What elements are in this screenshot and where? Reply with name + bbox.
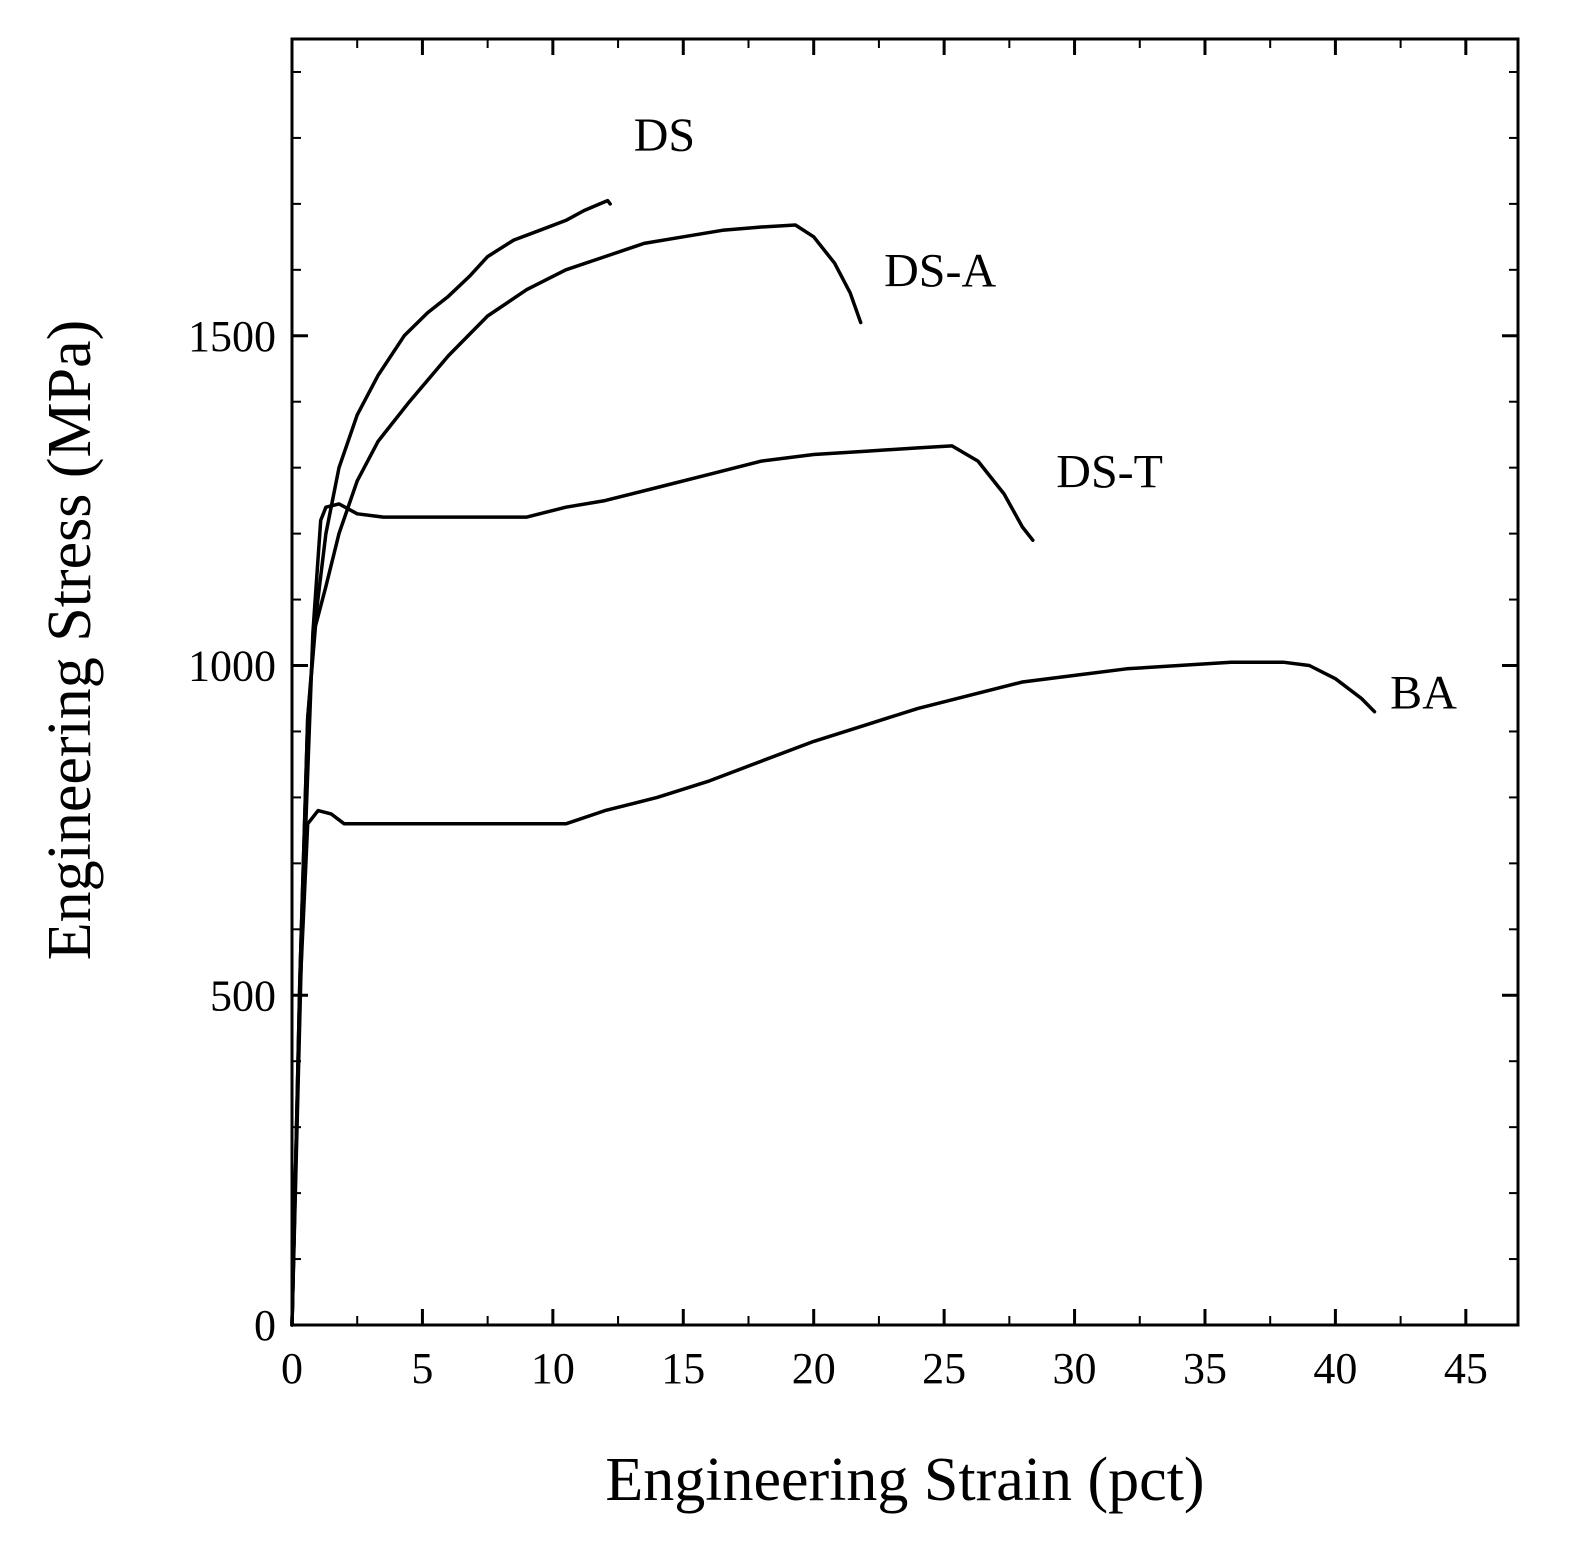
minor-ticks	[292, 39, 1518, 1325]
series-line-ds	[290, 198, 612, 1327]
x-tick-label: 25	[922, 1344, 966, 1393]
curve-label-ds-t: DS-T	[1056, 445, 1163, 498]
series-line-ba	[290, 660, 1377, 1327]
curve-labels: DS DS-A DS-T BA	[634, 109, 1457, 719]
plot-frame	[290, 37, 1520, 1327]
curve-label-ds: DS	[634, 109, 695, 162]
x-tick-label: 15	[661, 1344, 705, 1393]
x-tick-label: 45	[1444, 1344, 1488, 1393]
y-tick-label: 1500	[188, 312, 276, 361]
x-tick-labels: 0 5 10 15 20 25 30 35 40 45	[281, 1344, 1488, 1393]
x-tick-label: 35	[1183, 1344, 1227, 1393]
x-tick-label: 30	[1053, 1344, 1097, 1393]
y-tick-label: 500	[210, 971, 276, 1020]
series-line-ds-t	[290, 444, 1035, 1327]
x-axis-title: Engineering Strain (pct)	[605, 1446, 1204, 1514]
x-tick-label: 10	[531, 1344, 575, 1393]
major-ticks	[290, 39, 1518, 1327]
x-tick-label: 40	[1313, 1344, 1357, 1393]
series-lines	[290, 198, 1377, 1327]
series-line-ds-a	[290, 223, 863, 1327]
x-tick-label: 0	[281, 1344, 303, 1393]
x-tick-label: 5	[411, 1344, 433, 1393]
curve-label-ds-a: DS-A	[884, 244, 996, 297]
curve-label-ba: BA	[1390, 666, 1457, 719]
y-tick-label: 1000	[188, 642, 276, 691]
y-tick-labels: 0 500 1000 1500	[188, 312, 276, 1350]
y-tick-label: 0	[254, 1301, 276, 1350]
x-tick-label: 20	[792, 1344, 836, 1393]
y-axis-title: Engineering Stress (MPa)	[36, 320, 104, 961]
